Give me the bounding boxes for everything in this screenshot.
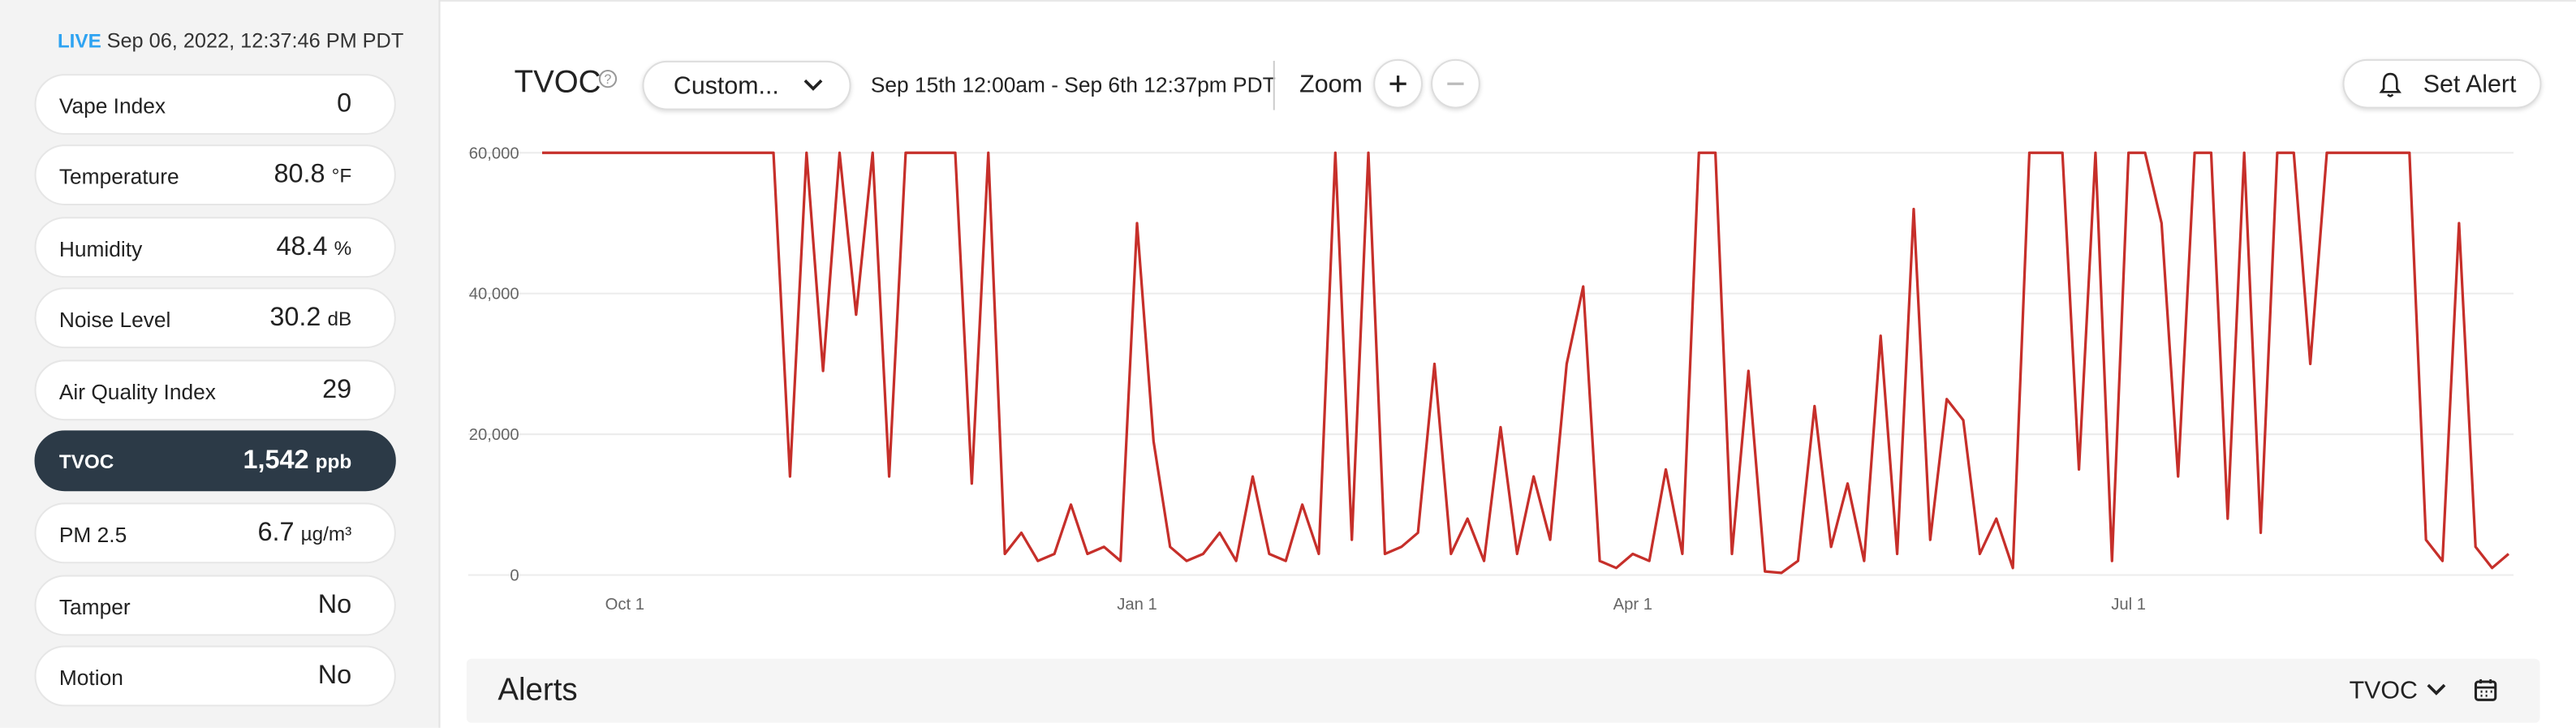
y-tick-label: 40,000: [469, 286, 519, 304]
date-range: Sep 15th 12:00am - Sep 6th 12:37pm PDT: [870, 72, 1276, 97]
metric-unit: °F: [331, 163, 352, 187]
chevron-icon: [803, 79, 823, 91]
metric-value: No: [318, 591, 351, 620]
minus-icon: [1447, 82, 1464, 85]
metric-unit: µg/m³: [300, 521, 352, 545]
y-tick-label: 60,000: [469, 144, 519, 162]
calendar-icon[interactable]: [2472, 677, 2498, 703]
metric-unit: dB: [327, 306, 352, 330]
metric-card[interactable]: Humidity 48.4%: [34, 216, 396, 278]
metric-label: Temperature: [58, 163, 179, 188]
help-icon[interactable]: ?: [598, 69, 618, 88]
metric-value: 0: [337, 89, 351, 118]
x-tick-label: Jul 1: [2111, 596, 2146, 614]
x-tick-label: Oct 1: [605, 596, 644, 614]
metric-label: Humidity: [58, 235, 143, 261]
bell-icon: [2379, 72, 2402, 97]
metric-number: 29: [322, 375, 352, 403]
metric-value: 48.4%: [276, 232, 351, 261]
metric-card[interactable]: Air Quality Index 29: [34, 359, 396, 420]
metric-number: No: [317, 590, 352, 619]
metric-number: 0: [337, 89, 352, 118]
metric-card[interactable]: PM 2.5 6.7 µg/m³: [34, 502, 396, 563]
y-tick-label: 0: [510, 567, 519, 585]
metric-number: 80.8: [274, 160, 325, 188]
metric-label: Vape Index: [58, 93, 166, 118]
chevron-icon[interactable]: [2425, 682, 2448, 698]
metric-value: No: [318, 661, 351, 691]
metric-value: 6.7 µg/m³: [257, 519, 351, 548]
zoom-label: Zoom: [1299, 71, 1363, 99]
metric-unit: %: [334, 235, 352, 259]
metric-number: 6.7: [257, 518, 295, 547]
alerts-title: Alerts: [498, 673, 578, 709]
metric-label: TVOC: [58, 449, 114, 472]
metric-value: 1,542 ppb: [243, 446, 351, 476]
data-line: [541, 151, 2510, 575]
metric-unit: ppb: [315, 449, 352, 472]
zoom-in-button[interactable]: [1373, 58, 1423, 109]
metric-card[interactable]: Vape Index 0: [34, 73, 396, 134]
timestamp: Sep 06, 2022, 12:37:46 PM PDT: [106, 29, 404, 53]
metric-number: 30.2: [269, 303, 321, 331]
svg-text:?: ?: [604, 72, 611, 87]
metric-label: Motion: [58, 664, 123, 690]
main-panel: [440, 0, 2576, 728]
metric-card[interactable]: Temperature 80.8 °F: [34, 144, 396, 205]
range-select[interactable]: Custom...: [642, 60, 851, 110]
plus-icon: [1389, 75, 1406, 93]
alerts-filter[interactable]: TVOC: [2349, 676, 2418, 705]
metric-number: 48.4: [276, 232, 328, 261]
metric-title: TVOC: [514, 65, 601, 101]
range-select-label: Custom...: [673, 72, 779, 101]
set-alert-label: Set Alert: [2423, 71, 2517, 99]
set-alert-button[interactable]: Set Alert: [2342, 58, 2542, 109]
sidebar: LIVE Sep 06, 2022, 12:37:46 PM PDT Vape …: [0, 0, 441, 728]
metric-number: 1,542: [243, 446, 309, 474]
metric-value: 29: [322, 376, 351, 405]
metric-number: No: [317, 661, 352, 690]
metric-card[interactable]: Tamper No: [34, 574, 396, 635]
y-tick-label: 20,000: [469, 426, 519, 444]
metric-card[interactable]: TVOC 1,542 ppb: [34, 429, 396, 491]
metric-card[interactable]: Noise Level 30.2 dB: [34, 286, 396, 348]
live-badge: LIVE: [57, 29, 101, 53]
alerts-bar: Alerts TVOC: [466, 658, 2540, 723]
metric-label: Noise Level: [58, 306, 171, 331]
metric-value: 80.8 °F: [274, 160, 351, 189]
zoom-out-button[interactable]: [1431, 58, 1480, 109]
metric-label: PM 2.5: [58, 521, 127, 547]
divider: [1273, 60, 1275, 110]
metric-value: 30.2 dB: [269, 303, 351, 332]
x-tick-label: Apr 1: [1613, 596, 1652, 614]
x-tick-label: Jan 1: [1117, 596, 1157, 614]
metric-card[interactable]: Motion No: [34, 644, 396, 706]
metric-label: Tamper: [58, 593, 131, 619]
metric-label: Air Quality Index: [58, 378, 216, 403]
